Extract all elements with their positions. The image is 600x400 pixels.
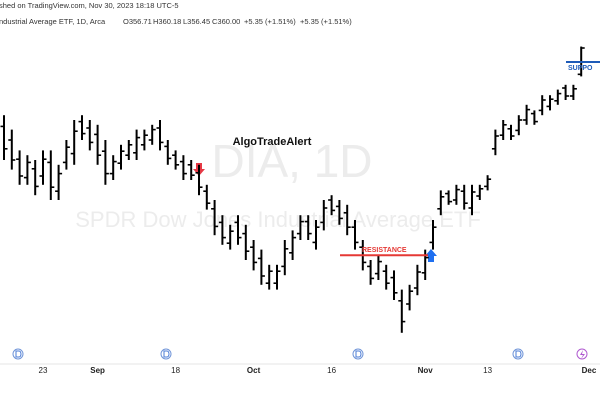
watermark-name: SPDR Dow Jones Industrial Average ETF [75,207,481,232]
published-note: shed on TradingView.com, Nov 30, 2023 18… [0,1,179,10]
x-tick-label: Sep [90,366,105,375]
change: +5.35 (+1.51%) [300,17,352,26]
ohlc-open: O356.71 [123,17,152,26]
x-tick-label: 13 [483,366,492,375]
dividend-marker[interactable] [12,348,24,360]
annotation-label: RESISTANCE [362,247,407,254]
symbol-header: ndustrial Average ETF, 1D, Arca O356.71 … [0,17,352,26]
marker-glyph [15,350,522,358]
event-marker[interactable] [576,348,588,360]
x-tick-label: Dec [582,366,597,375]
chart-title: AlgoTradeAlert [233,136,312,148]
dividend-marker[interactable] [512,348,524,360]
ohlc-close: C360.00 [212,17,240,26]
x-tick-label: Oct [247,366,261,375]
marker-glyph [580,350,585,359]
x-tick-label: Nov [418,366,434,375]
change: +5.35 (+1.51%) [244,17,296,26]
symbol: ndustrial Average ETF, 1D, Arca [0,17,106,26]
dividend-marker[interactable] [352,348,364,360]
dividend-marker[interactable] [160,348,172,360]
ohlc-low: L356.45 [183,17,210,26]
watermark-symbol: DIA, 1D [211,135,372,187]
buy-arrow [425,249,437,262]
x-tick-label: 16 [327,366,336,375]
ohlc-high: H360.18 [153,17,181,26]
event-markers [12,348,588,360]
annotation-label: SUPPO [568,65,593,72]
x-tick-label: 18 [171,366,180,375]
x-tick-label: 23 [39,366,48,375]
